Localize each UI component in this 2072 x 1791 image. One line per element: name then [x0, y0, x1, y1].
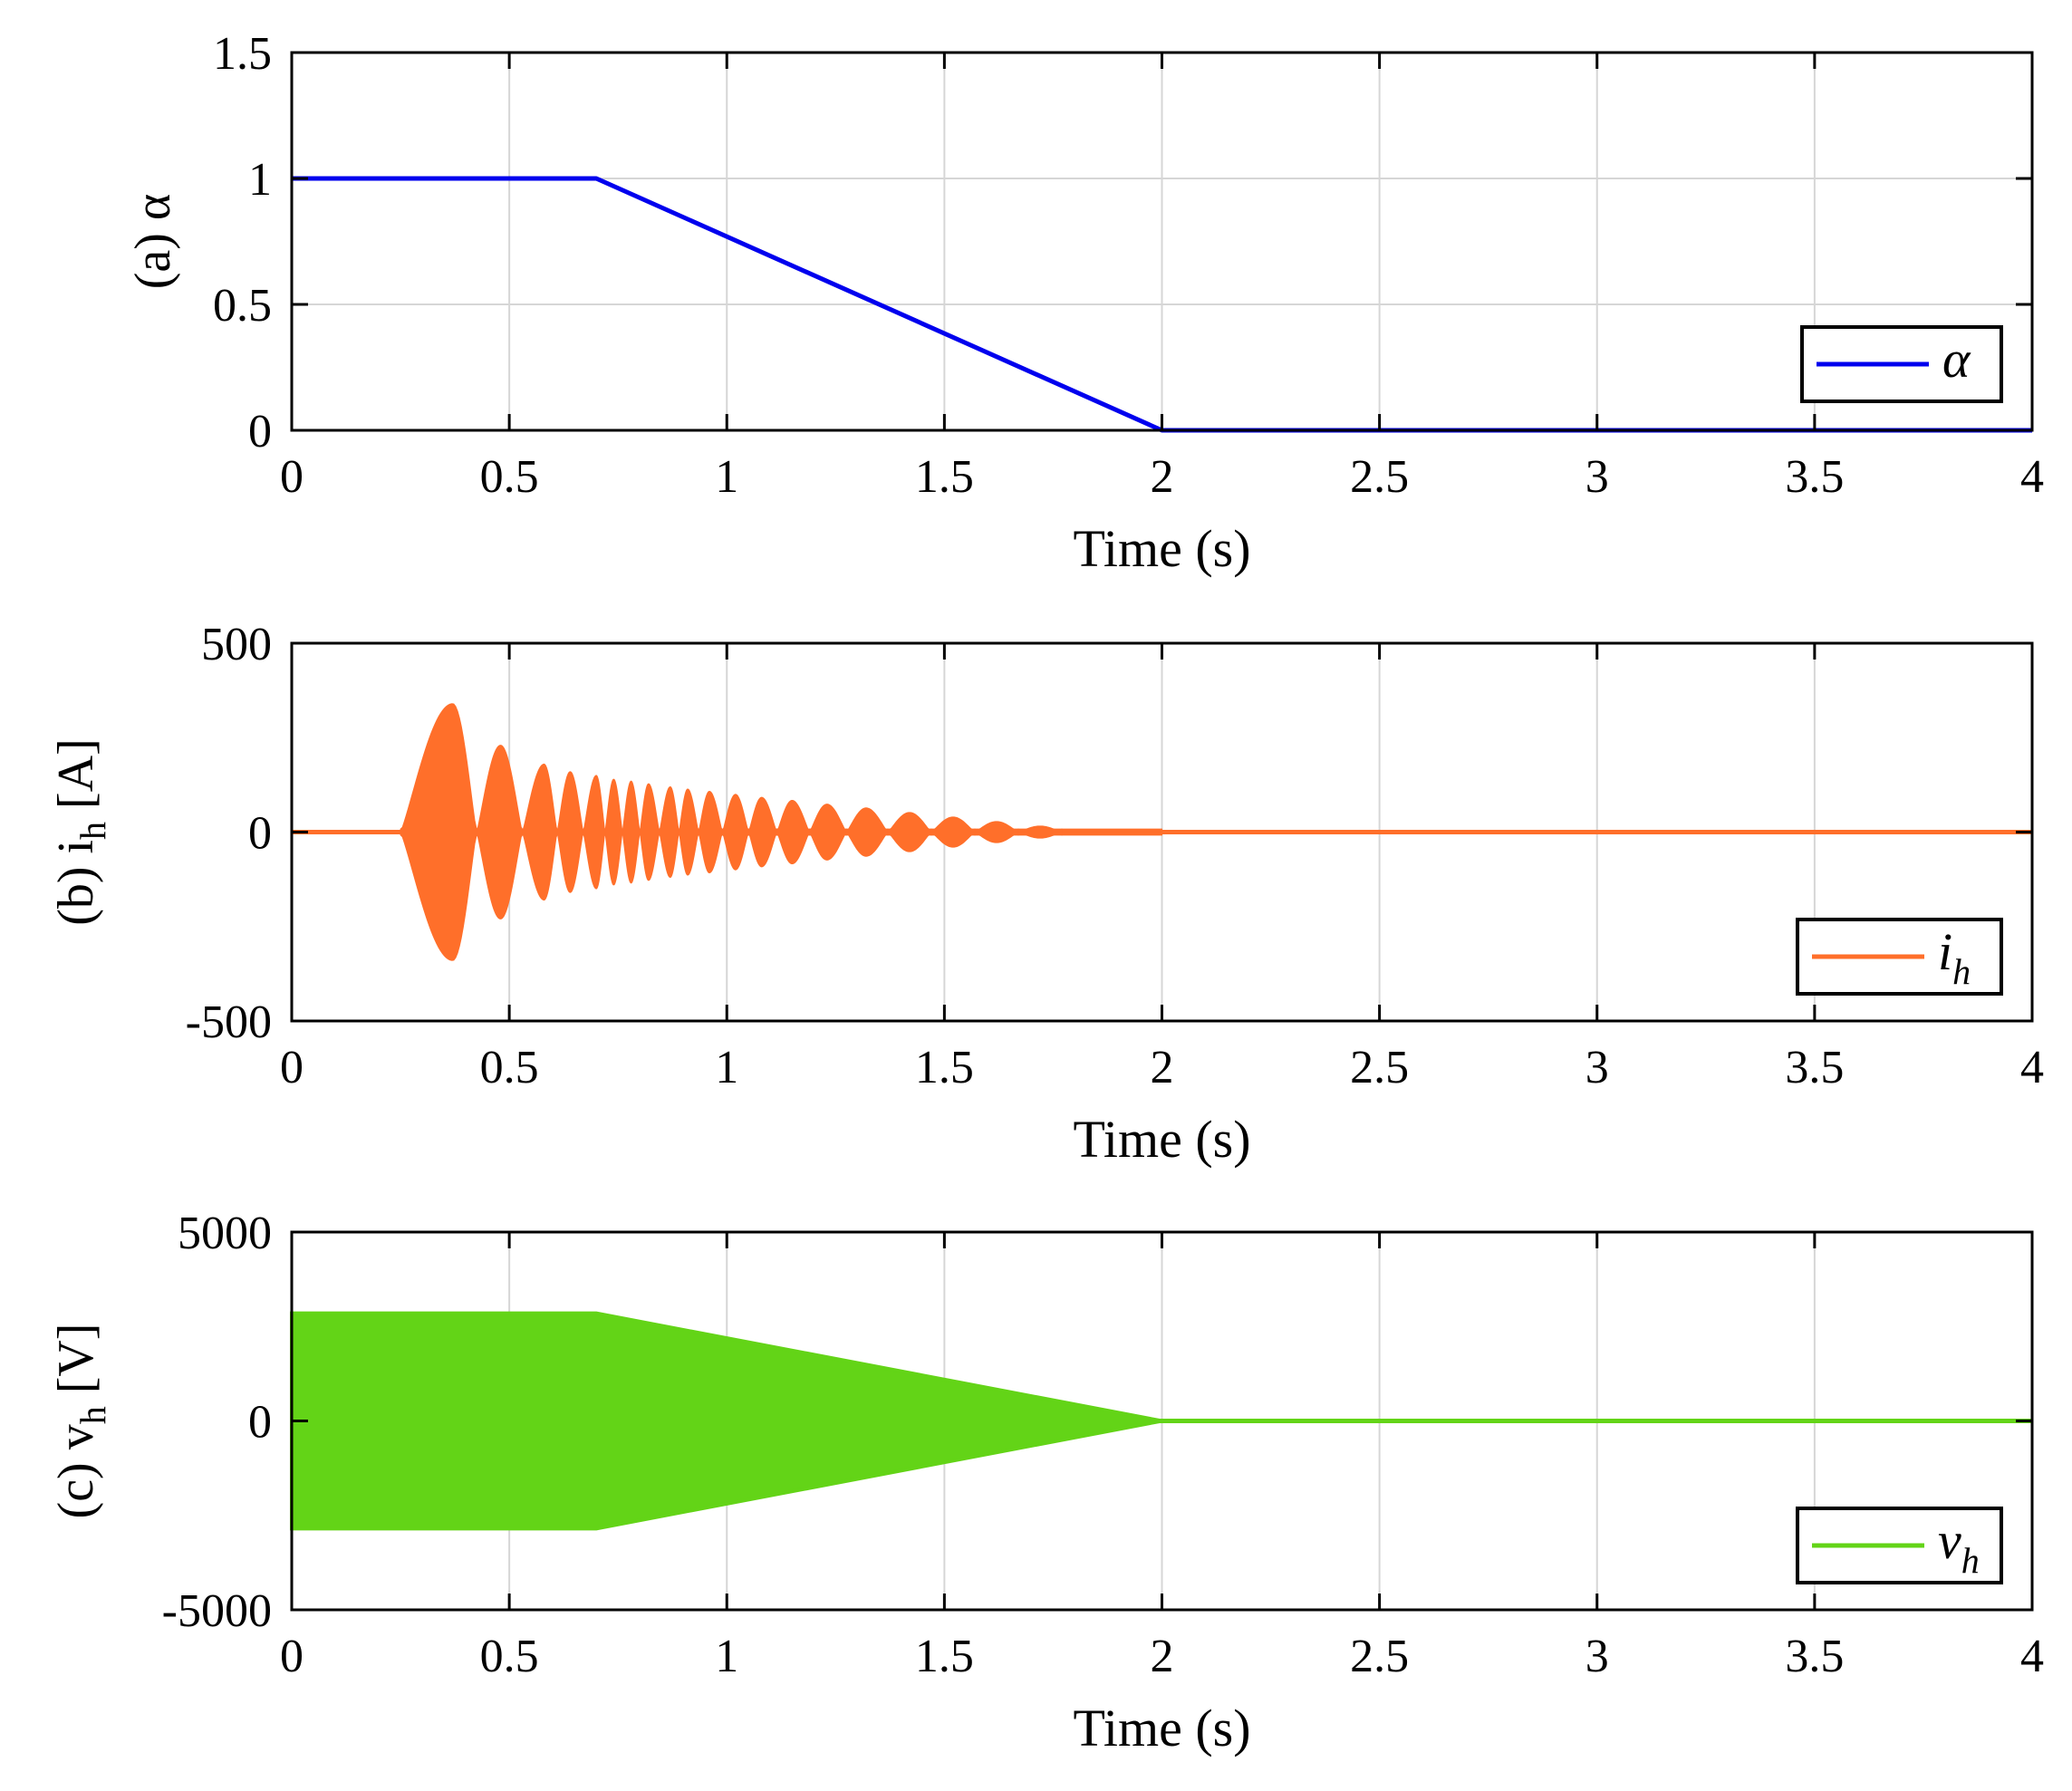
- x-tick-label: 1: [715, 451, 738, 503]
- x-tick-label: 4: [2020, 451, 2044, 503]
- y-tick-label: 0.5: [213, 280, 272, 332]
- x-axis-label: Time (s): [1073, 519, 1250, 578]
- x-tick-label: 3.5: [1785, 451, 1844, 503]
- legend-label-main: i: [1938, 922, 1952, 981]
- y-tick-label: 1: [248, 154, 272, 206]
- y-tick-label: -5000: [162, 1585, 272, 1637]
- y-tick-label: -500: [186, 997, 272, 1048]
- x-tick-label: 0: [280, 1042, 304, 1093]
- x-tick-label: 2: [1151, 1631, 1174, 1682]
- series-b: [292, 703, 2032, 961]
- y-axis-label: (b) ih [A]: [48, 738, 113, 926]
- x-tick-label: 4: [2020, 1631, 2044, 1682]
- legend: vh: [1796, 1507, 2003, 1584]
- y-axis-label-main: (a) α: [125, 194, 181, 290]
- panel-a: 0 0.5 1 1.5 2 2.5 3 3.5 4 0 0.5 1 1.5 Time (s) (a) α α: [125, 28, 2044, 578]
- y-tick-label: 5000: [178, 1208, 272, 1259]
- x-tick-label: 0.5: [480, 1042, 539, 1093]
- y-tick-label: 0: [248, 1397, 272, 1449]
- legend-label: ih: [1938, 922, 1971, 992]
- x-tick-label: 1.5: [915, 1042, 974, 1093]
- x-axis-label: Time (s): [1073, 1110, 1250, 1169]
- legend-label-main: α: [1942, 330, 1971, 389]
- x-tick-label: 2: [1151, 451, 1174, 503]
- x-tick-label: 2: [1151, 1042, 1174, 1093]
- y-tick-label: 500: [201, 619, 272, 670]
- x-tick-label: 1.5: [915, 451, 974, 503]
- y-tick-label: 0: [248, 406, 272, 457]
- y-axis-label-subscript: h: [72, 1406, 113, 1424]
- legend-label: vh: [1938, 1511, 1980, 1581]
- y-tick-label: 1.5: [213, 28, 272, 80]
- x-tick-label: 0.5: [480, 451, 539, 503]
- x-tick-label: 1: [715, 1631, 738, 1682]
- x-tick-label: 1: [715, 1042, 738, 1093]
- legend-label: α: [1942, 330, 1971, 389]
- legend-label-main: v: [1938, 1511, 1961, 1570]
- x-tick-label: 0.5: [480, 1631, 539, 1682]
- x-tick-label: 1.5: [915, 1631, 974, 1682]
- y-axis-label-main: (c) v: [48, 1424, 104, 1518]
- ticks: 0 0.5 1 1.5 2 2.5 3 3.5 4 0 0.5 1 1.5: [213, 28, 2044, 503]
- y-axis-label-main: (b) i: [48, 840, 104, 926]
- legend-label-subscript: h: [1952, 951, 1971, 992]
- x-tick-label: 3: [1585, 451, 1609, 503]
- x-axis-label: Time (s): [1073, 1699, 1250, 1757]
- x-tick-label: 3: [1585, 1631, 1609, 1682]
- y-axis-label: (a) α: [125, 194, 181, 290]
- legend-label-subscript: h: [1961, 1540, 1980, 1581]
- x-tick-label: 0: [280, 451, 304, 503]
- x-tick-label: 4: [2020, 1042, 2044, 1093]
- y-axis-label-subscript: h: [72, 822, 113, 840]
- y-axis-label-unit: [A]: [48, 738, 104, 822]
- x-tick-label: 2.5: [1350, 451, 1409, 503]
- y-axis-label: (c) vh [V]: [48, 1324, 113, 1519]
- ih-oscillation-lobe: [1061, 828, 1162, 836]
- x-tick-label: 3: [1585, 1042, 1609, 1093]
- legend: α: [1800, 325, 2003, 403]
- y-axis-label-unit: [V]: [48, 1324, 104, 1407]
- x-tick-label: 2.5: [1350, 1631, 1409, 1682]
- legend: ih: [1796, 918, 2003, 996]
- x-tick-label: 3.5: [1785, 1042, 1844, 1093]
- x-tick-label: 3.5: [1785, 1631, 1844, 1682]
- series-c: [290, 1311, 2032, 1531]
- x-tick-label: 2.5: [1350, 1042, 1409, 1093]
- x-tick-label: 0: [280, 1631, 304, 1682]
- y-tick-label: 0: [248, 808, 272, 860]
